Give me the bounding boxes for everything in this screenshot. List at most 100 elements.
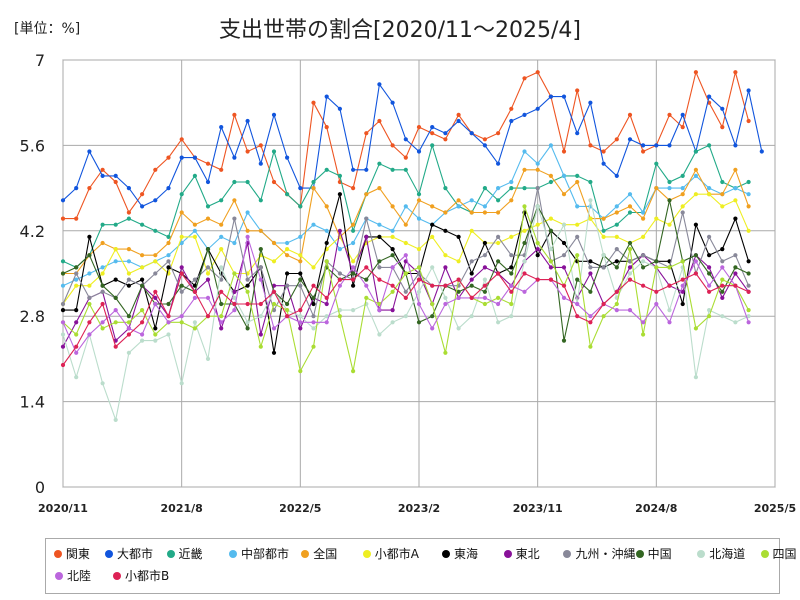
data-point (166, 314, 171, 319)
data-point (654, 289, 659, 294)
data-point (298, 253, 303, 258)
data-point (271, 240, 277, 246)
data-point (245, 283, 250, 288)
data-point (443, 131, 448, 136)
data-point (561, 338, 567, 343)
data-point (733, 186, 738, 191)
data-point (456, 289, 461, 294)
data-point (482, 204, 487, 209)
data-point (588, 320, 593, 325)
legend-label: 九州・沖縄 (575, 547, 636, 561)
data-point (166, 186, 171, 191)
data-point (390, 289, 395, 294)
data-point (140, 265, 145, 270)
data-point (324, 228, 329, 233)
data-point (179, 289, 184, 294)
data-point (680, 301, 685, 307)
data-point (126, 210, 131, 215)
data-point (258, 228, 263, 233)
data-point (205, 179, 211, 185)
data-point (219, 198, 224, 203)
data-point (522, 186, 527, 191)
data-point (693, 192, 699, 197)
data-point (285, 271, 290, 276)
data-point (693, 253, 699, 258)
data-point (561, 283, 567, 288)
data-point (535, 247, 540, 252)
data-point (469, 131, 474, 136)
data-point (87, 332, 92, 337)
data-point (100, 167, 105, 172)
y-tick-label: 7 (35, 51, 45, 70)
data-point (680, 259, 685, 264)
data-point (680, 283, 685, 288)
data-point (324, 167, 329, 172)
data-point (469, 259, 474, 264)
data-point (113, 222, 118, 227)
data-point (126, 332, 131, 337)
data-point (509, 106, 514, 111)
data-point (377, 186, 382, 191)
data-point (390, 320, 395, 325)
legend-marker (635, 549, 644, 558)
data-point (746, 320, 751, 325)
data-point (430, 314, 435, 319)
x-tick-label: 2022/5 (279, 502, 321, 515)
data-point (416, 216, 422, 221)
legend-marker (166, 549, 175, 558)
data-point (126, 259, 131, 264)
data-point (535, 106, 540, 111)
data-point (113, 417, 118, 422)
data-point (746, 118, 751, 124)
data-point (667, 308, 672, 313)
data-point (60, 198, 66, 203)
data-point (245, 118, 250, 124)
data-point (680, 204, 685, 209)
data-point (298, 369, 303, 374)
legend-marker (503, 549, 512, 558)
data-point (667, 198, 672, 203)
data-point (522, 149, 527, 154)
data-point (720, 179, 725, 185)
data-point (496, 271, 501, 276)
data-point (285, 301, 290, 307)
data-point (548, 216, 554, 221)
data-point (390, 247, 395, 252)
data-point (364, 277, 369, 282)
legend-marker (697, 549, 706, 558)
data-point (232, 271, 237, 276)
data-point (430, 234, 435, 239)
data-point (285, 314, 290, 319)
data-point (680, 192, 685, 197)
legend-label: 大都市 (116, 547, 153, 561)
data-point (311, 265, 316, 270)
data-point (548, 143, 554, 148)
data-point (746, 179, 751, 185)
data-point (60, 308, 66, 313)
data-point (205, 356, 211, 361)
data-point (575, 301, 580, 307)
data-point (100, 265, 105, 270)
data-point (456, 277, 461, 282)
data-point (575, 253, 580, 258)
data-point (680, 125, 685, 130)
data-point (166, 259, 171, 264)
data-point (390, 265, 395, 270)
data-point (232, 289, 237, 294)
data-point (377, 234, 382, 239)
data-point (654, 143, 659, 148)
data-point (627, 204, 633, 209)
data-point (87, 253, 92, 258)
data-point (166, 265, 171, 270)
data-point (351, 222, 356, 227)
data-point (232, 155, 237, 160)
data-point (113, 295, 118, 300)
data-point (153, 228, 158, 233)
data-point (430, 131, 435, 136)
data-point (271, 289, 277, 294)
legend-item: 東北 (503, 545, 540, 562)
data-point (733, 70, 738, 75)
data-point (74, 308, 79, 313)
data-point (192, 228, 197, 233)
data-point (126, 186, 131, 191)
